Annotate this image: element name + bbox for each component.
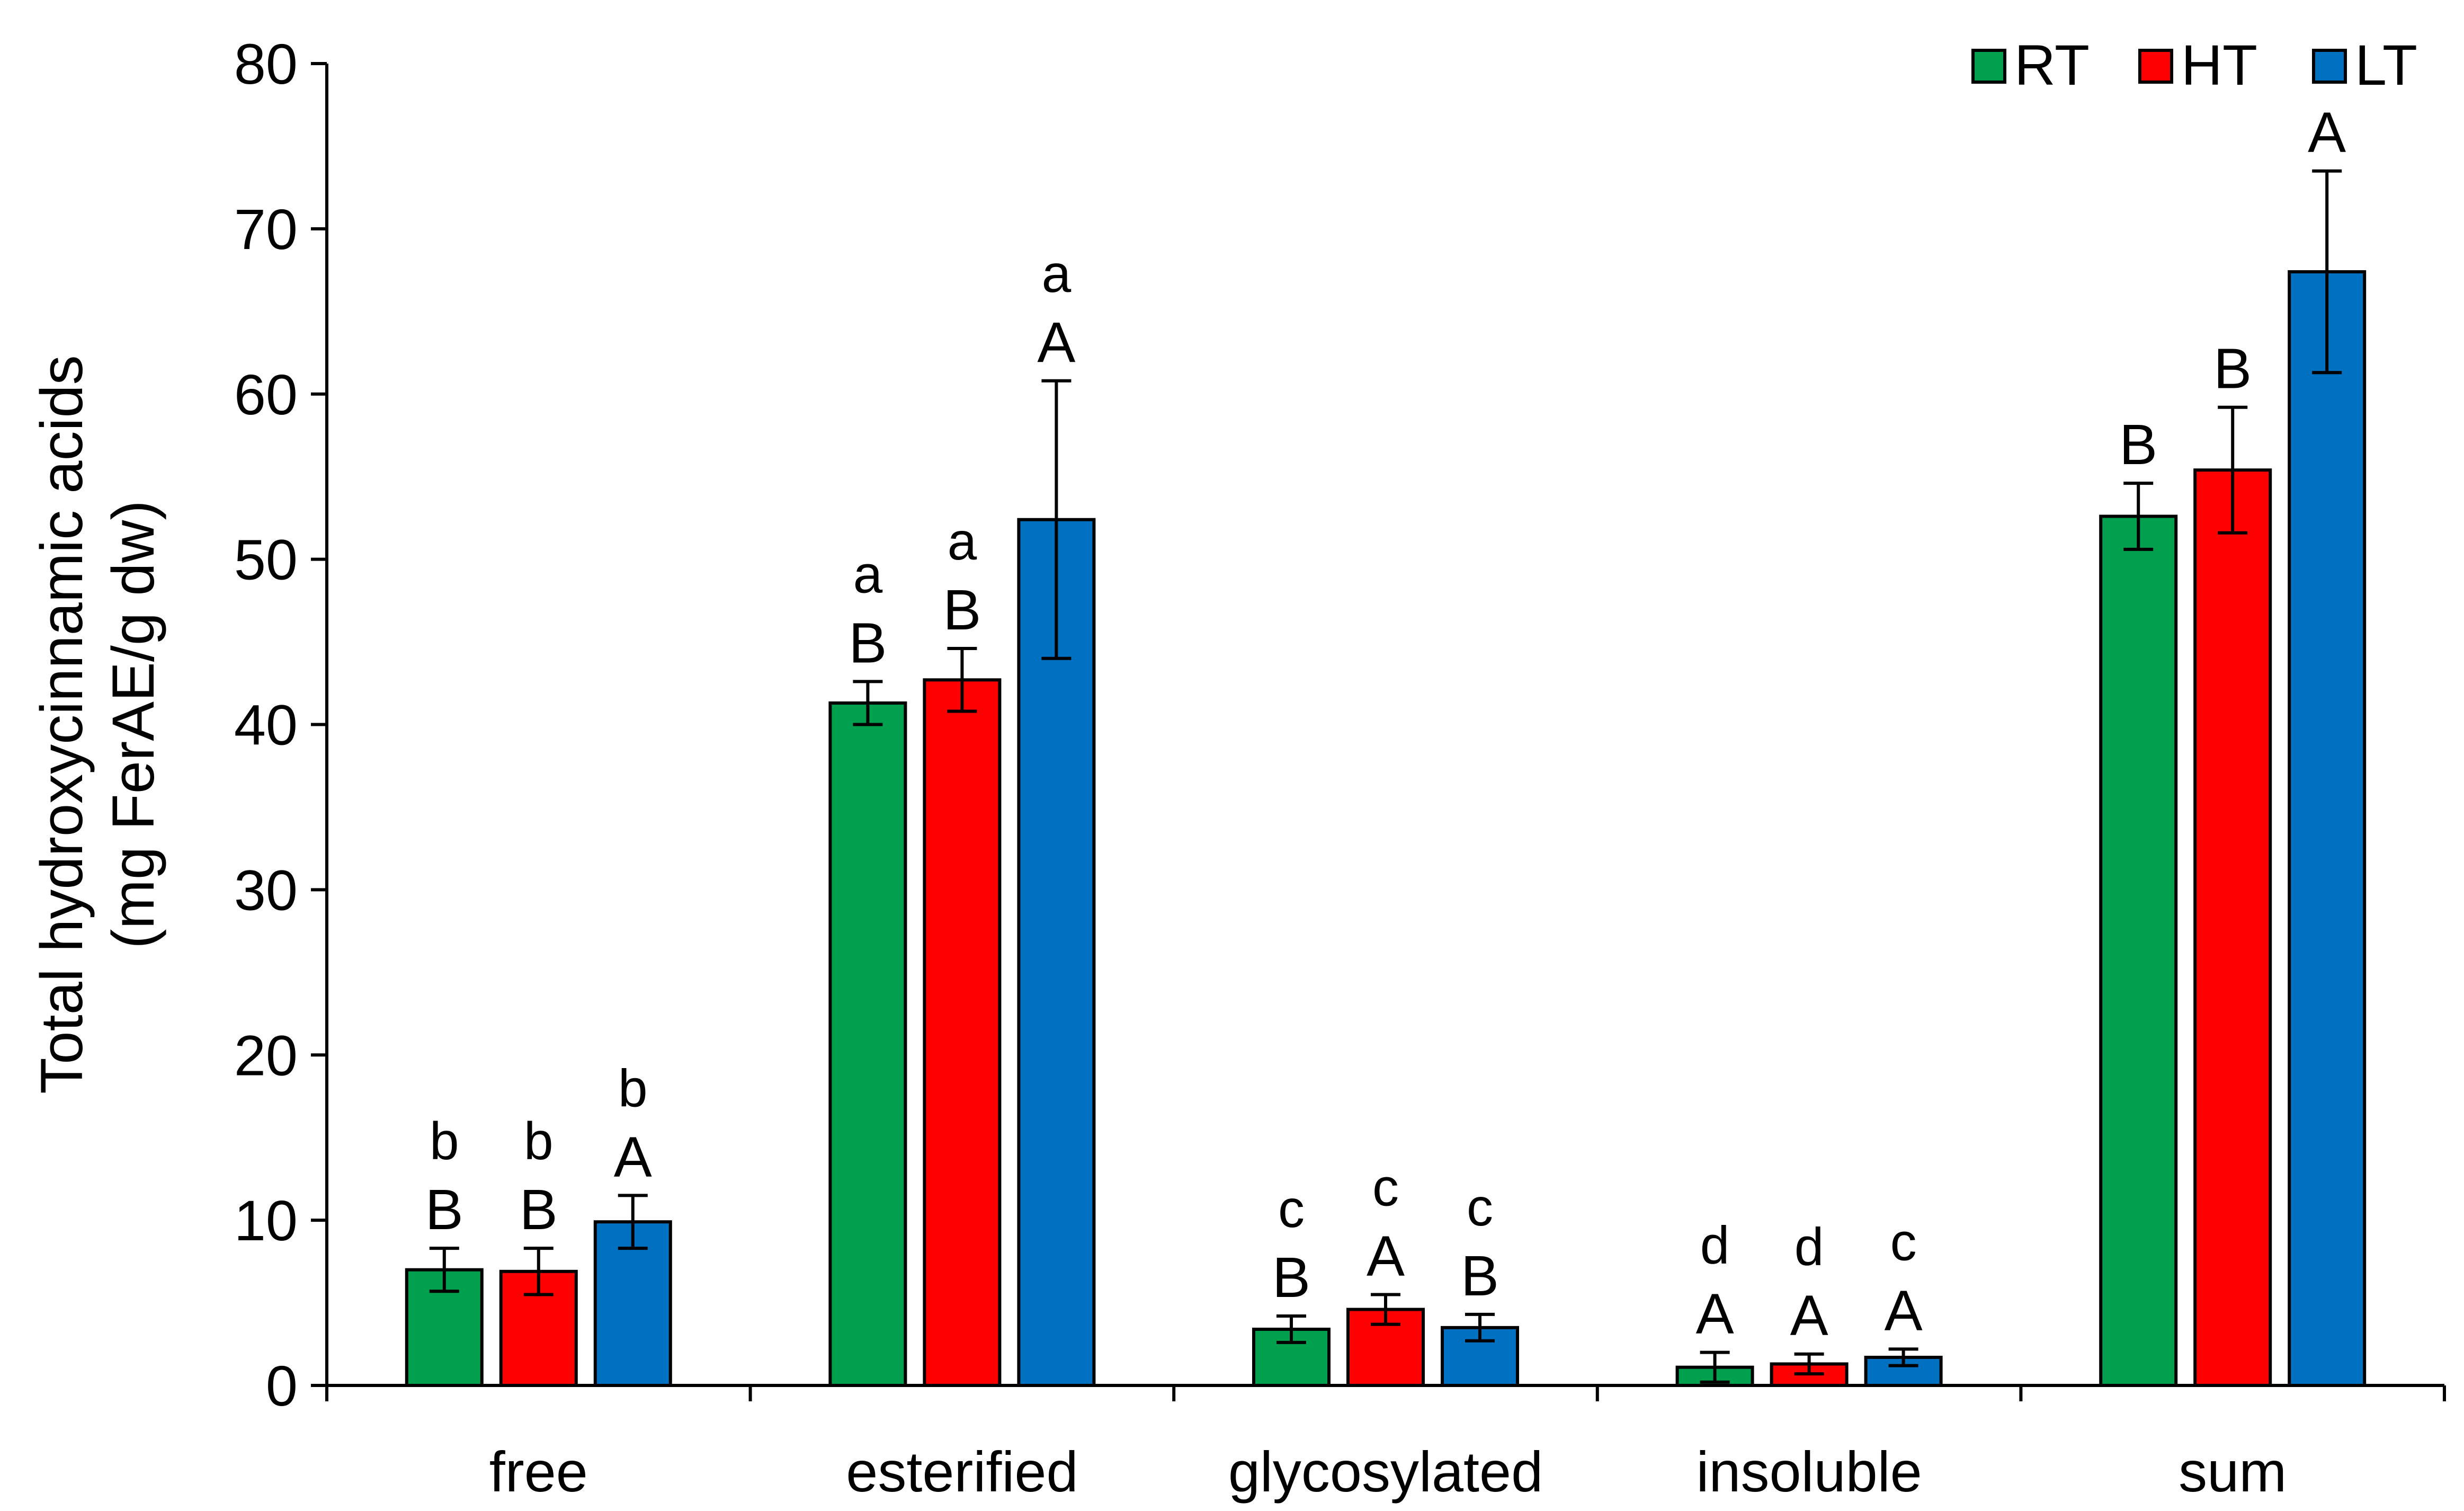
significance-letter-upper-case: B bbox=[2213, 336, 2252, 401]
significance-letter-lower-case: c bbox=[1278, 1179, 1305, 1239]
significance-letter-lower-case: a bbox=[1042, 244, 1072, 304]
y-tick-label: 10 bbox=[234, 1188, 298, 1252]
significance-letter-upper-case: B bbox=[425, 1177, 463, 1241]
significance-letter-upper-case: B bbox=[849, 610, 887, 674]
legend-label-HT: HT bbox=[2181, 33, 2257, 97]
significance-letter-upper-case: A bbox=[1790, 1283, 1828, 1347]
significance-letter-upper-case: B bbox=[1461, 1243, 1499, 1308]
significance-letter-lower-case: b bbox=[618, 1059, 648, 1118]
bar-RT-sum bbox=[2099, 514, 2178, 1387]
y-tick-label: 80 bbox=[234, 32, 298, 96]
significance-letter-lower-case: a bbox=[948, 512, 977, 571]
y-tick-label: 0 bbox=[266, 1354, 298, 1418]
y-tick-label: 60 bbox=[234, 362, 298, 426]
x-tick-label-insoluble: insoluble bbox=[1696, 1439, 1922, 1504]
legend: RT HT LT bbox=[1971, 33, 2417, 97]
y-tick-label: 70 bbox=[234, 197, 298, 261]
chart-axes-group: 0 10 20 30 40 50 60 70 80 free esterified glycosyla… bbox=[234, 32, 2446, 1504]
legend-label-RT: RT bbox=[2014, 33, 2090, 97]
significance-letter-upper-case: B bbox=[520, 1177, 558, 1241]
significance-letter-lower-case: d bbox=[1795, 1217, 1824, 1277]
significance-letter-lower-case: b bbox=[430, 1112, 459, 1171]
significance-letter-upper-case: A bbox=[1696, 1282, 1734, 1346]
significance-letter-lower-case: d bbox=[1700, 1216, 1730, 1275]
y-axis-title-line-2: (mg FerAE/g dw) bbox=[100, 500, 166, 948]
x-tick-label-sum: sum bbox=[2179, 1439, 2287, 1504]
y-axis-title-line-1: Total hydroxycinnamic acids bbox=[29, 355, 95, 1094]
significance-letter-upper-case: B bbox=[1272, 1245, 1310, 1309]
significance-letter-upper-case: B bbox=[2119, 412, 2157, 476]
significance-letter-upper-case: A bbox=[1367, 1223, 1405, 1287]
significance-letter-upper-case: A bbox=[1037, 310, 1075, 374]
significance-letter-lower-case: a bbox=[853, 545, 883, 604]
significance-letter-lower-case: b bbox=[524, 1112, 553, 1171]
significance-letter-upper-case: A bbox=[614, 1124, 652, 1188]
significance-letter-upper-case: B bbox=[943, 577, 981, 642]
x-tick-label-esterified: esterified bbox=[846, 1439, 1078, 1504]
legend-swatch-LT bbox=[2312, 49, 2347, 84]
y-tick-label: 30 bbox=[234, 858, 298, 922]
x-tick-label-free: free bbox=[489, 1439, 588, 1504]
legend-swatch-RT bbox=[1971, 49, 2006, 84]
y-axis-title: Total hydroxycinnamic acids (mg FerAE/g … bbox=[29, 355, 166, 1094]
bar-HT-esterified bbox=[923, 678, 1002, 1387]
significance-letter-lower-case: c bbox=[1890, 1212, 1917, 1272]
significance-letter-upper-case: A bbox=[1885, 1278, 1923, 1342]
y-tick-label: 50 bbox=[234, 528, 298, 592]
bar-LT-sum bbox=[2288, 270, 2367, 1388]
x-tick-label-glycosylated: glycosylated bbox=[1228, 1439, 1543, 1504]
significance-letter-lower-case: c bbox=[1372, 1158, 1399, 1217]
legend-label-LT: LT bbox=[2355, 33, 2417, 97]
significance-letter-lower-case: c bbox=[1467, 1178, 1493, 1237]
significance-letter-upper-case: A bbox=[2308, 100, 2346, 164]
bar-LT-esterified bbox=[1017, 518, 1096, 1387]
y-tick-label: 20 bbox=[234, 1023, 298, 1087]
legend-swatch-HT bbox=[2138, 49, 2173, 84]
bar-HT-sum bbox=[2193, 468, 2272, 1387]
bar-RT-esterified bbox=[828, 701, 907, 1387]
y-tick-label: 40 bbox=[234, 693, 298, 757]
